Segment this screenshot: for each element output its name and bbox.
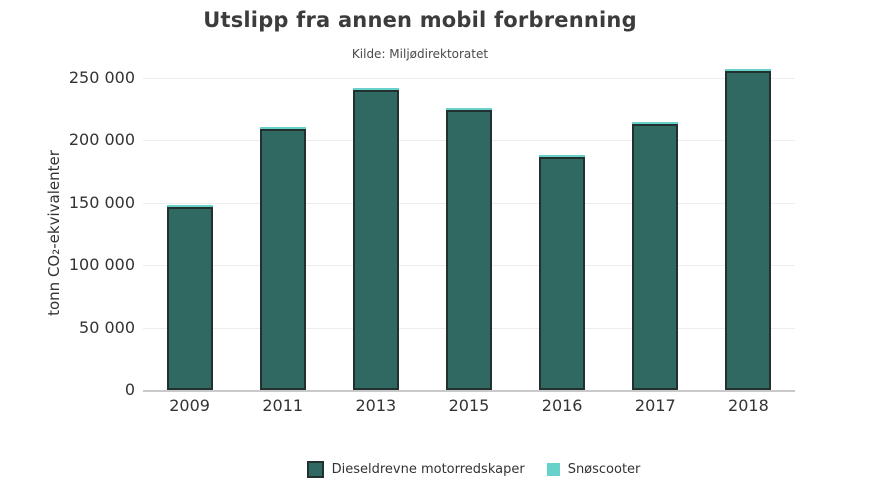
bar-segment-dieseldrevne[interactable] — [725, 71, 772, 390]
y-tick-label: 50 000 — [79, 317, 135, 337]
x-tick-label: 2018 — [728, 396, 769, 415]
bar-segment-snoscooter[interactable] — [166, 205, 213, 207]
chart-subtitle: Kilde: Miljødirektoratet — [351, 47, 489, 61]
x-tick-label: 2015 — [448, 396, 490, 415]
legend: Dieseldrevne motorredskaper Snøscooter — [0, 461, 889, 478]
y-tick-label: 250 000 — [68, 68, 135, 87]
y-tick-label: 150 000 — [68, 192, 135, 212]
legend-item-snoscooter[interactable]: Snøscooter — [546, 462, 641, 477]
y-tick-label: 200 000 — [68, 130, 135, 150]
x-tick-label: 2017 — [634, 396, 676, 415]
x-tick-label: 2011 — [262, 396, 304, 415]
bar-2011[interactable] — [259, 127, 306, 390]
legend-item-dieseldrevne[interactable]: Dieseldrevne motorredskaper — [306, 461, 525, 478]
bar-2015[interactable] — [446, 108, 492, 390]
y-axis-title: tonn CO₂-ekvivalenter — [45, 150, 63, 316]
bar-segment-dieseldrevne[interactable] — [259, 129, 306, 390]
bar-segment-snoscooter[interactable] — [632, 122, 679, 124]
bar-2018[interactable] — [725, 69, 772, 390]
bar-segment-snoscooter[interactable] — [352, 88, 399, 90]
y-tick-label: 0 — [124, 380, 135, 399]
x-tick-label: 2016 — [541, 396, 583, 415]
x-tick-label: 2013 — [355, 396, 397, 415]
bar-segment-dieseldrevne[interactable] — [446, 110, 492, 390]
bar-2009[interactable] — [166, 205, 213, 390]
legend-label: Snøscooter — [567, 462, 641, 477]
bar-segment-dieseldrevne[interactable] — [352, 90, 399, 390]
chart-title: Utslipp fra annen mobil forbrenning — [203, 8, 637, 32]
gridline — [143, 78, 795, 79]
bar-2013[interactable] — [352, 88, 399, 390]
bar-segment-snoscooter[interactable] — [446, 108, 492, 110]
x-tick-label: 2009 — [169, 396, 210, 415]
legend-swatch-icon — [546, 463, 560, 476]
bar-segment-snoscooter[interactable] — [259, 127, 306, 129]
y-tick-label: 100 000 — [68, 255, 135, 275]
legend-label: Dieseldrevne motorredskaper — [331, 462, 525, 477]
bar-2016[interactable] — [539, 155, 586, 390]
bar-segment-snoscooter[interactable] — [539, 155, 586, 157]
bar-segment-dieseldrevne[interactable] — [166, 207, 213, 390]
bar-segment-snoscooter[interactable] — [725, 69, 772, 71]
bar-segment-dieseldrevne[interactable] — [632, 124, 679, 390]
bar-segment-dieseldrevne[interactable] — [539, 157, 586, 390]
bar-2017[interactable] — [632, 122, 679, 390]
legend-swatch-icon — [306, 461, 324, 478]
plot-area — [143, 69, 795, 392]
